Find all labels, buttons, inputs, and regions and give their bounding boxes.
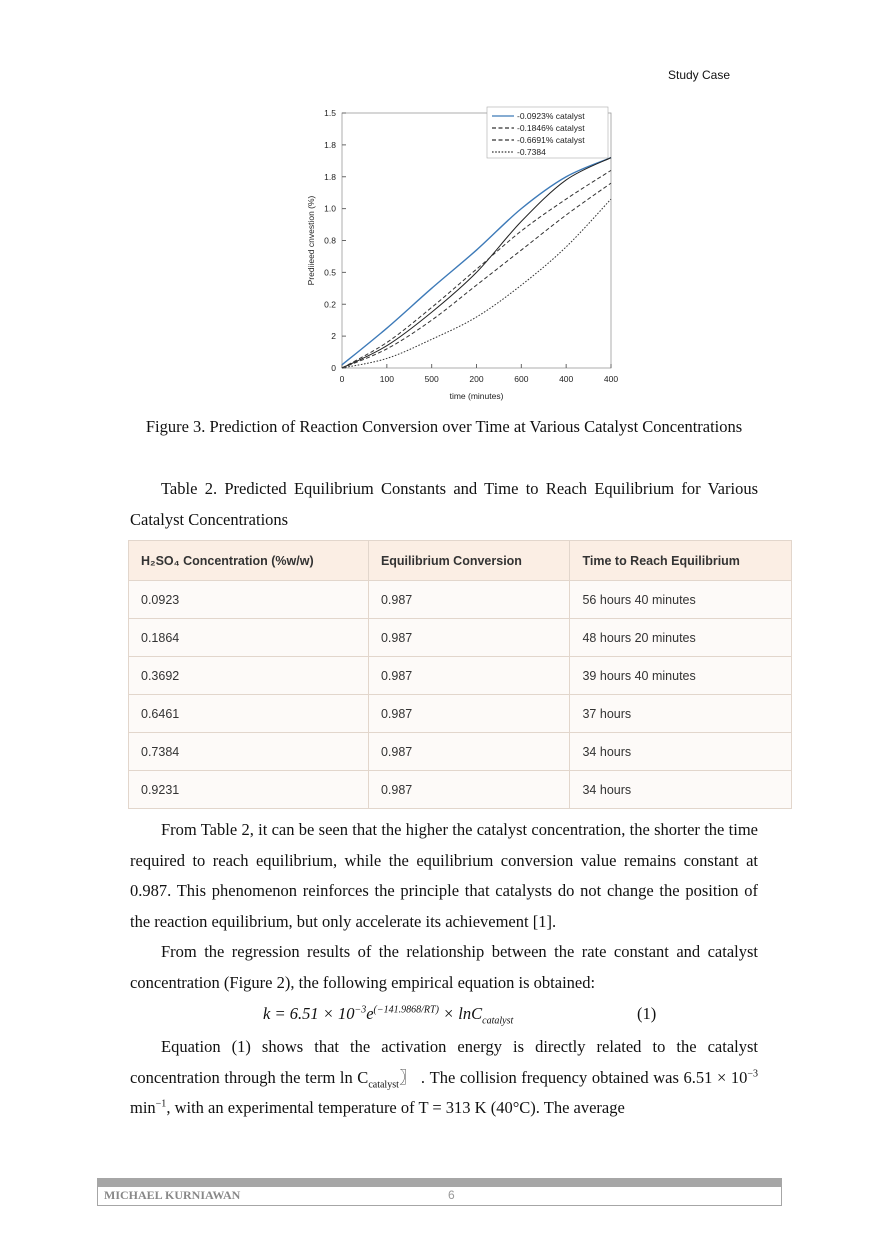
eq-text: k = 6.51 × 10 — [263, 1004, 355, 1023]
series-line — [341, 169, 612, 369]
x-tick-label: 500 — [425, 374, 439, 384]
footer-box — [97, 1186, 782, 1206]
paragraph: From the regression results of the relat… — [130, 942, 758, 992]
series-line — [341, 156, 612, 366]
header-cell: Time to Reach Equilibrium — [569, 540, 792, 581]
running-header: Study Case — [668, 68, 731, 82]
table-wrap: H₂SO₄ Concentration (%w/w) Equilibrium Co… — [128, 540, 792, 809]
text: Equation (1) shows that the activation e… — [130, 1037, 758, 1087]
text-sub: catalyst — [368, 1078, 399, 1090]
footer-author: MICHAEL KURNIAWAN — [104, 1188, 241, 1202]
paragraph: Equation (1) shows that the activation e… — [130, 1032, 758, 1124]
eq-sub: catalyst — [482, 1015, 514, 1027]
cell: 0.987 — [367, 732, 571, 771]
cell: 39 hours 40 minutes — [569, 656, 792, 695]
equation: k = 6.51 × 10−3e(−141.9868/RT) × lnCcata… — [263, 999, 513, 1030]
eq-text: e — [366, 1004, 374, 1023]
row: 0.7384 0.987 34 hours — [128, 732, 792, 771]
legend-label: -0.6691% catalyst — [517, 135, 585, 145]
cell: 37 hours — [569, 694, 792, 733]
legend-label: -0.1846% catalyst — [517, 123, 585, 133]
paragraph: From Table 2, it can be seen that the hi… — [130, 820, 758, 931]
cell: 0.7384 — [128, 732, 369, 771]
cell: 0.987 — [367, 694, 571, 733]
x-tick-label: 0 — [340, 374, 345, 384]
y-tick-label: 1.5 — [324, 108, 336, 118]
cell: 0.987 — [367, 618, 571, 657]
cell: 56 hours 40 minutes — [569, 580, 792, 619]
legend-label: -0.7384 — [517, 147, 546, 157]
y-tick-label: 0.5 — [324, 267, 336, 277]
y-tick-label: 1.0 — [324, 204, 336, 214]
cell: 0.0923 — [128, 580, 369, 619]
table-caption: Table 2. Predicted Equilibrium Constants… — [130, 479, 758, 529]
y-axis-label: Prediieed cnvestion (%) — [306, 195, 316, 285]
header-row: H₂SO₄ Concentration (%w/w) Equilibrium Co… — [128, 540, 792, 581]
row: 0.6461 0.987 37 hours — [128, 694, 792, 733]
row: 0.0923 0.987 56 hours 40 minutes — [128, 580, 792, 619]
cell: 0.6461 — [128, 694, 369, 733]
chart: 0 2 0.2 0.5 0.8 1.0 1.8 1.8 1.5 0 100 500 200 600 400 4… — [306, 106, 618, 401]
y-tick-label: 0.2 — [324, 299, 336, 309]
y-tick-label: 0 — [331, 363, 336, 373]
footer-bar — [97, 1178, 782, 1186]
series-line — [341, 198, 612, 369]
legend-label: -0.0923% catalyst — [517, 111, 585, 121]
cell: 34 hours — [569, 770, 792, 809]
eq-text: × lnC — [438, 1004, 483, 1023]
x-tick-label: 600 — [514, 374, 528, 384]
x-axis-label: time (minutes) — [450, 391, 504, 401]
series-line — [341, 182, 612, 369]
row: 0.3692 0.987 39 hours 40 minutes — [128, 656, 792, 695]
cell: 48 hours 20 minutes — [569, 618, 792, 657]
series-line — [341, 157, 612, 369]
text: min — [130, 1098, 156, 1117]
page-number: 6 — [448, 1188, 455, 1202]
equation-number: (1) — [637, 1004, 657, 1023]
cell: 0.987 — [367, 580, 571, 619]
x-tick-label: 200 — [469, 374, 483, 384]
text-sup: −3 — [747, 1068, 759, 1079]
y-tick-label: 0.8 — [324, 236, 336, 246]
y-tick-label: 1.8 — [324, 140, 336, 150]
x-tick-label: 100 — [380, 374, 394, 384]
cell: 0.987 — [367, 656, 571, 695]
text: , with an experimental temperature of T … — [166, 1098, 625, 1117]
cell: 34 hours — [569, 732, 792, 771]
cell: 0.9231 — [128, 770, 369, 809]
figure-caption: Figure 3. Prediction of Reaction Convers… — [145, 417, 743, 436]
x-tick-label: 400 — [604, 374, 618, 384]
eq-sup: (−141.9868/RT) — [373, 1004, 439, 1016]
eq-sup: −3 — [354, 1004, 367, 1016]
y-tick-label: 1.8 — [324, 172, 336, 182]
table: H₂SO₄ Concentration (%w/w) Equilibrium Co… — [128, 540, 792, 809]
text-sup: −1 — [155, 1098, 167, 1110]
row: 0.9231 0.987 34 hours — [128, 770, 792, 809]
header-cell: H₂SO₄ Concentration (%w/w) — [128, 540, 369, 581]
text: 〗 . The collision frequency obtained was… — [398, 1067, 748, 1087]
cell: 0.987 — [367, 770, 571, 809]
cell: 0.3692 — [128, 656, 369, 695]
row: 0.1864 0.987 48 hours 20 minutes — [128, 618, 792, 657]
y-tick-label: 2 — [331, 331, 336, 341]
x-tick-label: 400 — [559, 374, 573, 384]
cell: 0.1864 — [128, 618, 369, 657]
header-cell: Equilibrium Conversion — [367, 540, 571, 581]
